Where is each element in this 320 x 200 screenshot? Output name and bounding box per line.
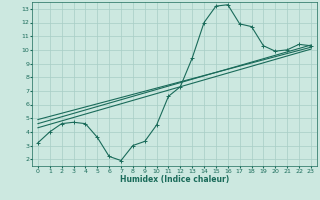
X-axis label: Humidex (Indice chaleur): Humidex (Indice chaleur)	[120, 175, 229, 184]
